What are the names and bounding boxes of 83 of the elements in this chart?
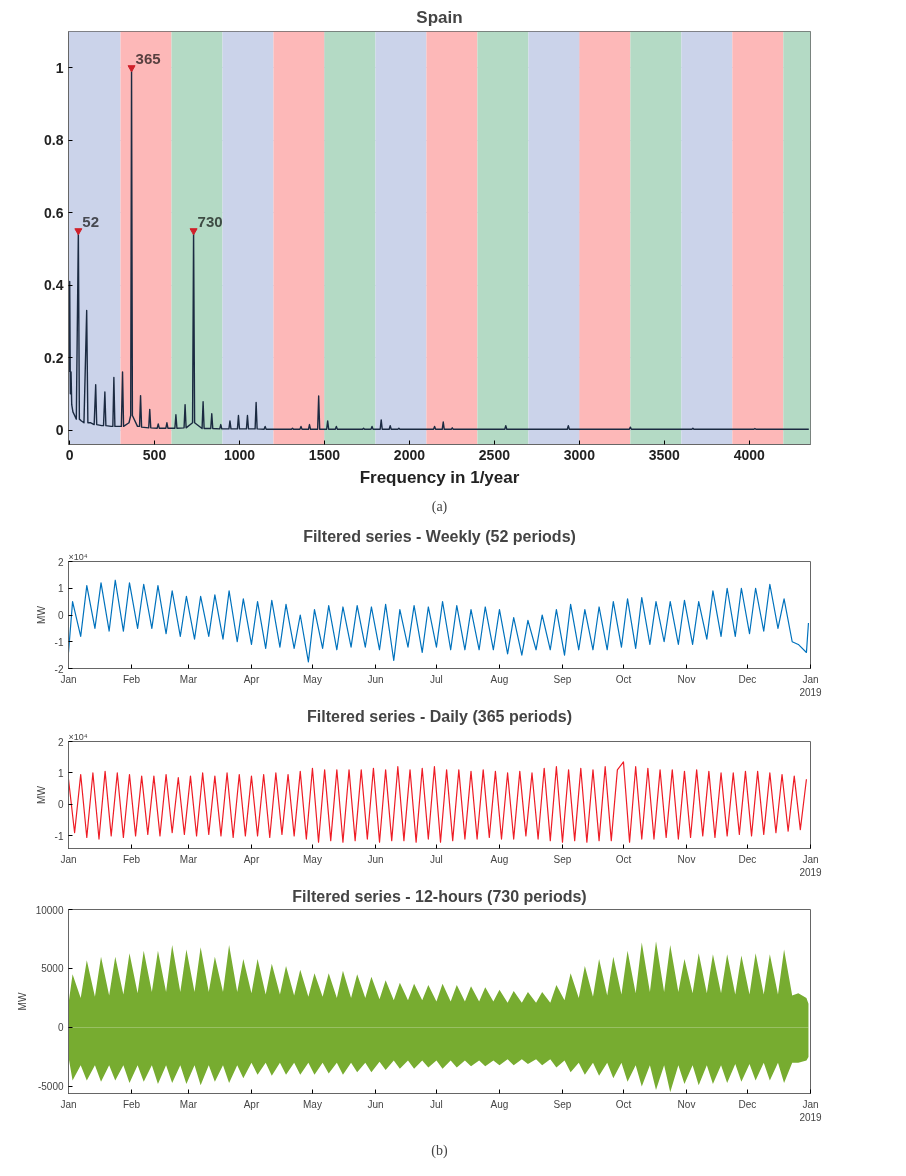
x-tick-label: Apr — [243, 673, 260, 685]
x-tick-label: Jul — [430, 1098, 443, 1110]
x-tick-label: Dec — [738, 673, 757, 685]
x-tick-label: Aug — [490, 673, 509, 685]
chart-title: Filtered series - 12-hours (730 periods) — [292, 887, 587, 905]
y-tick-label: 0.6 — [44, 204, 64, 221]
y-tick-label: -1 — [54, 830, 64, 842]
x-tick-label: Jun — [367, 673, 384, 685]
x-tick-label: Aug — [490, 853, 509, 865]
x-tick-label: May — [303, 673, 322, 685]
chart-title: Spain — [416, 7, 463, 27]
x-tick-label: 2000 — [393, 446, 426, 463]
x-tick-label: Dec — [738, 1098, 757, 1110]
line-series — [68, 579, 810, 663]
y-tick-label: -2 — [54, 663, 64, 675]
x-tick-label: 3500 — [648, 446, 681, 463]
x-tick-label: Jan 2019 — [799, 1098, 823, 1123]
annotation: ×10⁴ — [68, 731, 88, 742]
x-tick-label: Jan — [60, 1098, 77, 1110]
x-tick-label: Jun — [367, 853, 384, 865]
y-tick-label: 0.4 — [44, 277, 64, 294]
x-axis-title: Frequency in 1/year — [359, 467, 520, 487]
annotation: 52 — [82, 212, 100, 230]
y-tick-label: 0 — [55, 422, 64, 439]
x-tick-label: Sep — [553, 853, 572, 865]
x-tick-label: Feb — [122, 853, 141, 865]
x-tick-label: Oct — [615, 1098, 632, 1110]
x-tick-label: Jul — [430, 673, 443, 685]
y-axis-title: MW — [35, 785, 47, 804]
chart-title: Filtered series - Daily (365 periods) — [307, 707, 572, 725]
x-tick-label: Jun — [367, 1098, 384, 1110]
y-axis-title: MW — [16, 992, 28, 1011]
x-tick-label: Jan 2019 — [799, 673, 823, 698]
x-tick-label: Mar — [179, 673, 198, 685]
text: (b) — [431, 1142, 448, 1159]
y-tick-label: 1 — [57, 767, 64, 779]
y-tick-label: 0 — [57, 610, 64, 621]
x-tick-label: Oct — [615, 673, 632, 685]
annotation: 730 — [197, 212, 223, 230]
x-tick-label: Nov — [677, 673, 696, 685]
y-tick-label: 0 — [57, 1022, 64, 1034]
x-tick-label: Oct — [615, 853, 632, 865]
x-tick-label: Jan — [60, 853, 77, 865]
y-tick-label: 10000 — [35, 904, 64, 916]
y-axis-title: MW — [35, 605, 47, 624]
x-tick-label: May — [303, 853, 322, 865]
x-tick-label: Mar — [179, 853, 198, 865]
x-tick-label: Feb — [122, 673, 141, 685]
x-tick-label: Jan 2019 — [799, 853, 823, 878]
x-tick-label: 3000 — [563, 446, 596, 463]
y-tick-label: 1 — [55, 59, 64, 76]
x-tick-label: Sep — [553, 673, 572, 685]
text: (a) — [431, 498, 448, 515]
y-tick-label: 0.8 — [44, 132, 64, 149]
x-tick-label: Apr — [243, 1098, 260, 1110]
x-tick-label: Apr — [243, 853, 260, 865]
annotation: 365 — [135, 49, 161, 67]
x-tick-label: May — [303, 1098, 322, 1110]
text: ×10⁴ — [68, 551, 88, 562]
y-tick-label: 0 — [57, 799, 64, 811]
y-tick-label: 2 — [57, 556, 64, 568]
y-tick-label: -5000 — [37, 1081, 64, 1093]
x-tick-label: 1500 — [308, 446, 341, 463]
x-tick-label: 4000 — [733, 446, 766, 463]
x-tick-label: Sep — [553, 1098, 572, 1110]
x-tick-label: Mar — [179, 1098, 198, 1110]
x-tick-label: Feb — [122, 1098, 141, 1110]
y-tick-label: 2 — [57, 736, 64, 748]
y-tick-label: 0.2 — [44, 349, 64, 366]
x-tick-label: 2500 — [478, 446, 511, 463]
x-tick-label: Dec — [738, 853, 757, 865]
x-tick-label: Aug — [490, 1098, 509, 1110]
x-tick-label: Nov — [677, 853, 696, 865]
x-tick-label: Nov — [677, 1098, 696, 1110]
x-tick-label: 500 — [142, 446, 167, 463]
x-tick-label: 1000 — [223, 446, 256, 463]
x-tick-label: Jul — [430, 853, 443, 865]
x-tick-label: Jan — [60, 673, 77, 685]
line-series — [68, 761, 808, 843]
y-tick-label: 1 — [57, 583, 64, 595]
chart-title: Filtered series - Weekly (52 periods) — [303, 527, 576, 545]
y-tick-label: -1 — [54, 636, 64, 648]
y-tick-label: 5000 — [41, 963, 64, 975]
